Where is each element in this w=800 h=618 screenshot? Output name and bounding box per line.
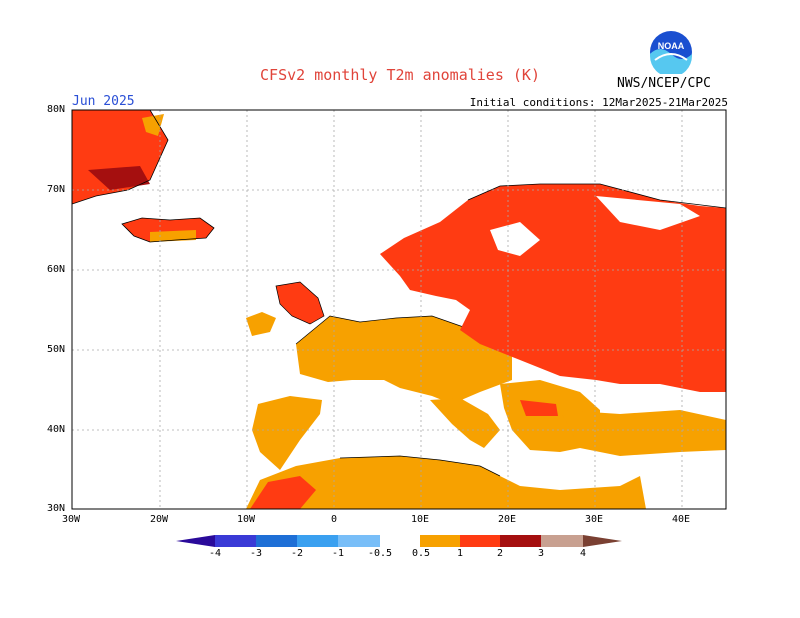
colorbar-tick-m3: -3	[250, 548, 263, 559]
colorbar-m4-m3	[215, 535, 256, 547]
forecast-month: Jun 2025	[72, 94, 135, 109]
colorbar-p2-p3	[500, 535, 541, 547]
colorbar-p1-p2	[460, 535, 500, 547]
map-title: CFSv2 monthly T2m anomalies (K)	[260, 66, 540, 84]
colorbar	[176, 535, 622, 547]
map-frame	[71, 109, 727, 510]
colorbar-lt-m4	[176, 535, 215, 547]
colorbar-gt-p4	[583, 535, 622, 547]
lon-label-20e: 20E	[498, 514, 517, 525]
colorbar-tick-m4: -4	[209, 548, 222, 559]
lon-label-10e: 10E	[411, 514, 430, 525]
western-europe-anomaly	[252, 315, 513, 470]
lat-label-80n: 80N	[47, 104, 66, 115]
lon-label-30w: 30W	[62, 514, 81, 525]
noaa-logo: NOAA	[650, 31, 692, 74]
initial-conditions: Initial conditions: 12Mar2025-21Mar2025	[469, 96, 728, 109]
lat-label-60n: 60N	[47, 264, 66, 275]
colorbar-tick-m2: -2	[291, 548, 304, 559]
lon-label-10w: 10W	[237, 514, 256, 525]
lon-label-20w: 20W	[150, 514, 169, 525]
colorbar-tick-p1: 1	[457, 548, 464, 559]
colorbar-tick-p05: 0.5	[412, 548, 431, 559]
northeast-europe-anomaly	[380, 183, 726, 392]
british-isles-anomaly	[246, 281, 325, 336]
colorbar-m3-m2	[256, 535, 297, 547]
lon-label-0: 0	[331, 514, 338, 525]
north-africa-anomaly	[246, 455, 646, 509]
colorbar-m2-m1	[297, 535, 338, 547]
colorbar-p05-p1	[420, 535, 460, 547]
lon-label-30e: 30E	[585, 514, 604, 525]
noaa-logo-text: NOAA	[658, 41, 685, 51]
lat-label-40n: 40N	[47, 424, 66, 435]
colorbar-tick-m05: -0.5	[368, 548, 393, 559]
iceland-anomaly	[121, 217, 215, 243]
southeast-europe-anomaly	[430, 380, 726, 456]
lat-label-70n: 70N	[47, 184, 66, 195]
lat-label-50n: 50N	[47, 344, 66, 355]
colorbar-tick-p2: 2	[497, 548, 504, 559]
agency-label: NWS/NCEP/CPC	[617, 76, 711, 91]
colorbar-tick-p4: 4	[580, 548, 587, 559]
colorbar-p3-p4	[541, 535, 583, 547]
colorbar-neutral	[380, 535, 420, 547]
colorbar-m1-m05	[338, 535, 380, 547]
graticule	[72, 110, 726, 509]
lat-label-30n: 30N	[47, 503, 66, 514]
colorbar-tick-p3: 3	[538, 548, 545, 559]
greenland-anomaly	[72, 110, 169, 205]
lon-label-40e: 40E	[672, 514, 691, 525]
colorbar-tick-m1: -1	[332, 548, 345, 559]
